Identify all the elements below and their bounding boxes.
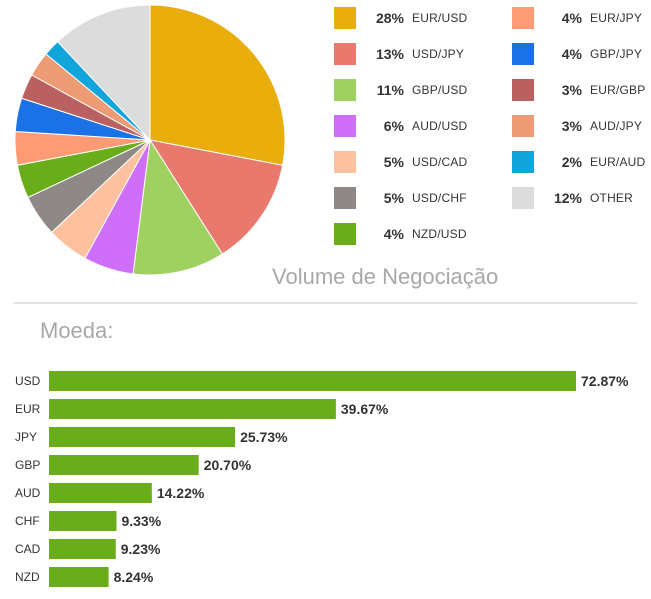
legend-label: EUR/JPY [590,11,643,25]
bar-value-label: 9.33% [121,513,161,529]
legend-item: 3% AUD/JPY [512,114,642,138]
legend-percent: 4% [561,10,582,26]
legend-percent: 2% [561,154,582,170]
legend-percent: 28% [375,10,404,26]
bar-gbp [49,455,199,475]
legend-percent: 5% [383,154,404,170]
legend-swatch [334,43,356,65]
legend-label: USD/CHF [412,191,467,205]
bar-nzd [49,567,109,587]
legend-label: AUD/JPY [590,119,643,133]
legend-label: GBP/JPY [590,47,643,61]
legend-swatch [334,151,356,173]
bar-value-label: 9.23% [121,541,161,557]
bar-value-label: 39.67% [341,401,389,417]
bar-category-label: USD [15,374,41,388]
legend-percent: 12% [553,190,582,206]
legend-percent: 3% [561,118,582,134]
pie-chart-title: Volume de Negociação [272,264,499,289]
legend-label: GBP/USD [412,83,468,97]
legend-item: 5% USD/CHF [334,186,467,210]
legend-swatch [334,223,356,245]
legend-label: USD/JPY [412,47,465,61]
legend-label: EUR/AUD [590,155,646,169]
bar-cad [49,539,116,559]
pie-slice-gbp-usd [132,138,224,276]
legend-swatch [512,79,534,101]
legend-percent: 4% [383,226,404,242]
legend-percent: 11% [376,82,404,98]
legend-item: 13% USD/JPY [334,42,464,66]
pie-chart [14,4,286,276]
legend-item: 5% USD/CAD [334,150,467,174]
bar-category-label: EUR [15,402,41,416]
legend-item: 4% EUR/JPY [512,6,642,30]
legend-swatch [512,43,534,65]
legend-swatch [334,7,356,29]
bar-eur [49,399,336,419]
legend-swatch [512,115,534,137]
pie-legend: 28% EUR/USD 13% USD/JPY 11% GBP/USD 6% AUD/USD 5… [334,6,651,256]
bar-category-label: JPY [15,430,37,444]
legend-swatch [512,151,534,173]
pie-slice-other [56,4,151,142]
bar-chart: USD 72.87% EUR 39.67% JPY 25.73% GBP 20.70% AUD 1… [15,371,629,587]
bar-value-label: 20.70% [204,457,252,473]
legend-item: 28% EUR/USD [334,6,467,30]
legend-item: 4% NZD/USD [334,222,467,246]
legend-label: EUR/GBP [590,83,646,97]
legend-item: 3% EUR/GBP [512,78,645,102]
legend-label: OTHER [590,191,633,205]
legend-swatch [512,187,534,209]
bar-aud [49,483,152,503]
legend-item: 2% EUR/AUD [512,150,645,174]
legend-swatch [334,79,356,101]
section-divider [14,302,637,304]
bar-category-label: CHF [15,514,40,528]
legend-label: NZD/USD [412,227,467,241]
bar-chf [49,511,117,531]
bar-value-label: 72.87% [581,373,629,389]
bar-usd [49,371,576,391]
bar-value-label: 25.73% [240,429,288,445]
bar-chart-title: Moeda: [40,318,114,343]
legend-swatch [334,115,356,137]
legend-item: 11% GBP/USD [334,78,467,102]
legend-item: 12% OTHER [512,186,633,210]
bar-category-label: NZD [15,570,40,584]
legend-percent: 4% [561,46,582,62]
pie-slice-usd-jpy [148,139,284,255]
legend-item: 4% GBP/JPY [512,42,642,66]
legend-swatch [334,187,356,209]
bar-category-label: AUD [15,486,41,500]
bar-category-label: CAD [15,542,41,556]
bar-value-label: 14.22% [157,485,205,501]
legend-percent: 6% [383,118,404,134]
bar-value-label: 8.24% [114,569,154,585]
legend-label: AUD/USD [412,119,468,133]
legend-label: USD/CAD [412,155,468,169]
legend-percent: 13% [375,46,404,62]
legend-swatch [512,7,534,29]
pie-slice-eur-usd [149,4,286,166]
bar-category-label: GBP [15,458,40,472]
legend-label: EUR/USD [412,11,468,25]
legend-percent: 3% [561,82,582,98]
legend-item: 6% AUD/USD [334,114,467,138]
legend-percent: 5% [383,190,404,206]
bar-jpy [49,427,236,447]
